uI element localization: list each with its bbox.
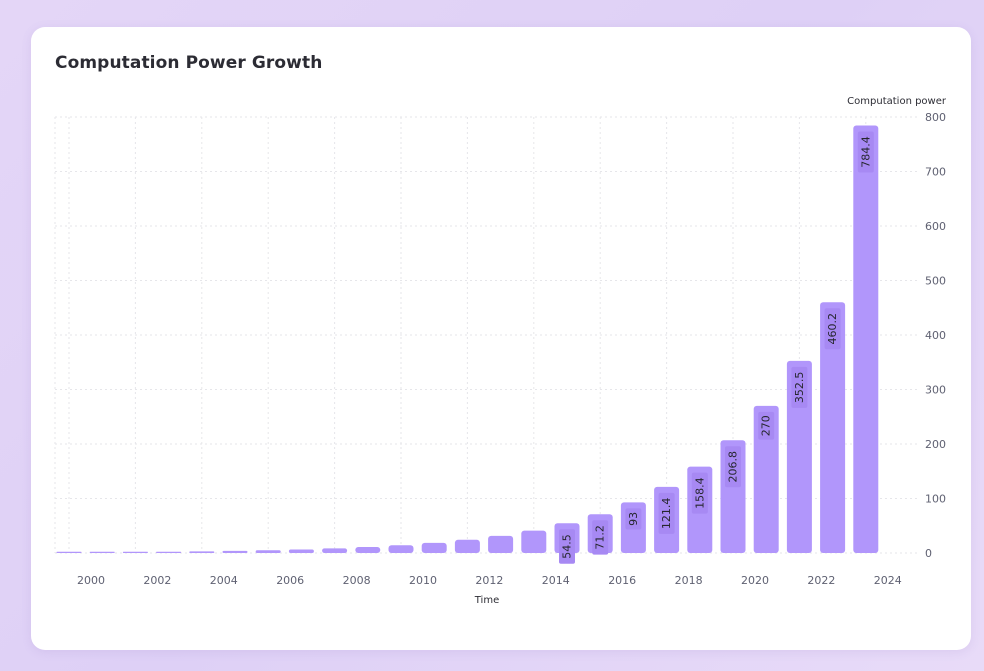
x-tick-label: 2020 [741,574,769,587]
bar-2002 [122,551,148,553]
y-tick-label: 0 [925,547,932,560]
data-label: 206.8 [727,451,740,483]
y-tick-label: 700 [925,166,946,179]
bar-2006 [255,550,281,553]
data-label: 460.2 [826,313,839,345]
x-tick-label: 2016 [608,574,636,587]
data-label: 158.4 [693,477,706,509]
data-label-background [824,308,841,350]
bar-2014 [521,530,547,553]
bar-2001 [89,551,115,553]
data-label-background [658,492,675,534]
bar-2023 [820,302,846,553]
bar-2004 [189,551,215,553]
y-tick-label: 800 [925,111,946,124]
bar-2024 [853,125,879,553]
data-labels: 54.5 71.2 93 121.4 158.4 206.8 270 352.5 460.2 78… [559,131,874,564]
bar-chart: 54.5 71.2 93 121.4 158.4 206.8 270 352.5 460.2 78… [54,96,947,606]
x-tick-label: 2002 [143,574,171,587]
bar-2008 [322,548,348,553]
x-tick-label: 2010 [409,574,437,587]
bar-2000 [56,551,82,553]
data-label: 352.5 [793,372,806,404]
bar-2022 [786,360,812,553]
data-label: 784.4 [859,136,872,168]
x-tick-label: 2024 [874,574,902,587]
x-tick-label: 2000 [77,574,105,587]
bar-2011 [421,542,447,553]
y-tick-label: 600 [925,220,946,233]
data-label-background [625,508,642,530]
data-label: 54.5 [561,534,574,559]
chart-card: Computation Power Growth 54.5 71.2 93 121.4… [31,27,971,650]
data-label-background [791,366,808,408]
data-label: 71.2 [594,525,607,550]
x-tick-label: 2004 [210,574,238,587]
data-label-background [758,411,775,440]
y-tick-label: 200 [925,438,946,451]
data-label-background [592,520,609,555]
bar-2010 [388,545,414,553]
data-label-background [691,472,708,514]
bar-2007 [288,549,314,553]
data-label: 121.4 [660,498,673,530]
y-axis-title: Computation power [847,96,947,107]
x-axis-ticks: 2000 2002 2004 2006 2008 2010 2012 2014 2016 2018… [77,574,902,587]
x-axis-title: Time [474,595,499,606]
bar-2013 [488,535,514,553]
bar-2009 [355,547,381,553]
data-label: 93 [627,512,640,526]
bar-2021 [753,405,779,553]
x-tick-label: 2014 [542,574,570,587]
y-tick-label: 300 [925,384,946,397]
data-label: 270 [760,415,773,436]
x-tick-label: 2018 [675,574,703,587]
bar-2012 [454,539,480,553]
x-tick-label: 2008 [343,574,371,587]
y-tick-label: 400 [925,329,946,342]
y-axis-ticks: 0 100 200 300 400 500 600 700 800 [925,111,946,560]
data-label-background [857,131,874,173]
y-tick-label: 500 [925,275,946,288]
bar-2003 [156,551,182,553]
data-label-background [725,446,741,488]
x-tick-label: 2012 [475,574,503,587]
x-tick-label: 2022 [807,574,835,587]
data-label-background [559,529,575,564]
y-tick-label: 100 [925,493,946,506]
grid [54,116,917,554]
x-tick-label: 2006 [276,574,304,587]
bar-2005 [222,550,248,553]
chart-title: Computation Power Growth [55,53,323,73]
